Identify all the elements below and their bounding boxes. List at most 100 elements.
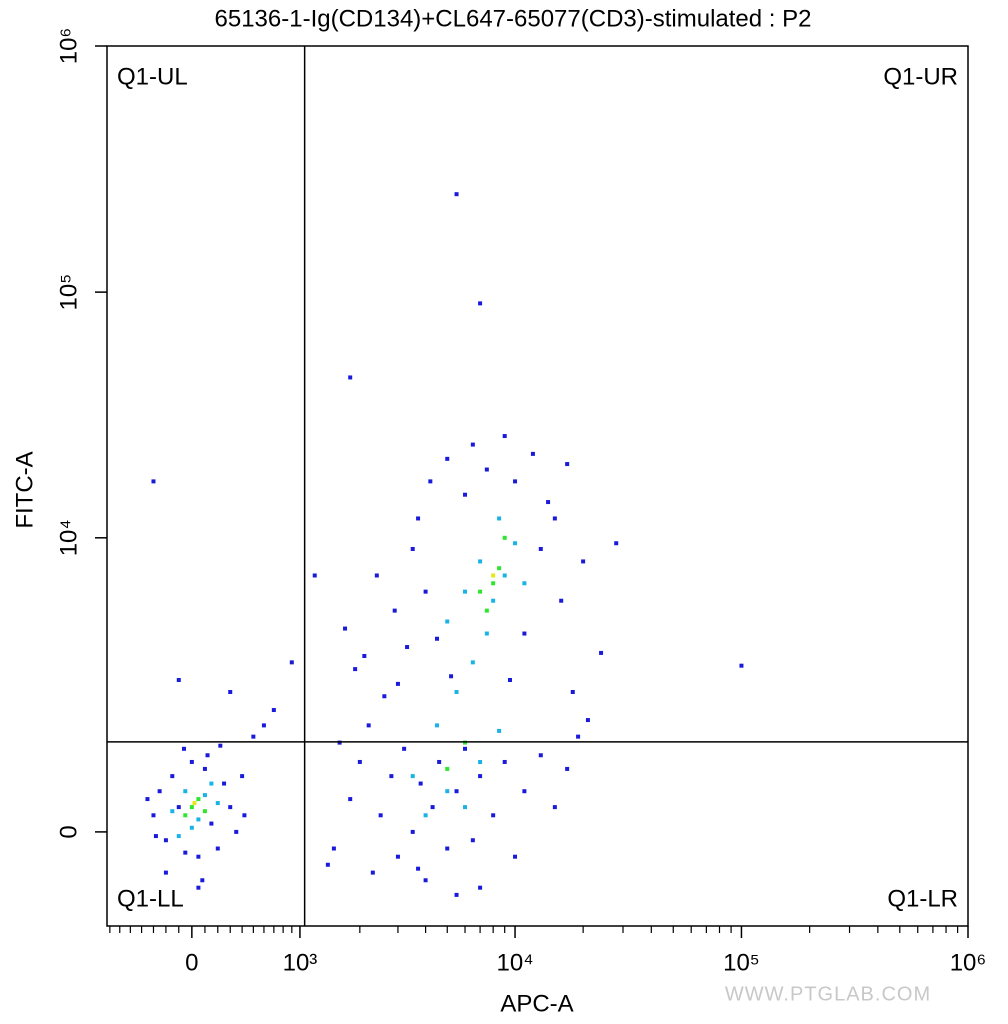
event-dot — [163, 838, 168, 843]
event-dot — [538, 546, 543, 551]
event-dot — [552, 516, 557, 521]
x-axis-label: APC-A — [500, 990, 573, 1017]
event-dot — [454, 192, 459, 197]
event-dot — [389, 774, 394, 779]
event-dot — [325, 862, 330, 867]
event-dot — [374, 573, 379, 578]
event-dot — [331, 846, 336, 851]
event-dot — [153, 834, 158, 839]
event-dot — [497, 728, 502, 733]
event-dot — [410, 829, 415, 834]
event-dot — [176, 805, 181, 810]
event-dot — [357, 759, 362, 764]
event-dot — [502, 759, 507, 764]
y-tick-label: 0 — [55, 825, 82, 838]
event-dot — [739, 663, 744, 668]
event-dot — [513, 854, 518, 859]
y-tick-label: 10⁶ — [55, 28, 82, 65]
event-dot — [261, 723, 266, 728]
event-dot — [491, 573, 496, 578]
event-dot — [196, 854, 201, 859]
event-dot — [565, 766, 570, 771]
event-dot — [196, 885, 201, 890]
event-dot — [209, 821, 214, 826]
event-dot — [445, 846, 450, 851]
event-dot — [513, 479, 518, 484]
event-dot — [530, 451, 535, 456]
event-dot — [614, 541, 619, 546]
plot-frame — [106, 45, 969, 927]
event-dot — [202, 809, 207, 814]
event-dot — [463, 589, 468, 594]
event-dot — [581, 559, 586, 564]
event-dot — [170, 774, 175, 779]
event-dot — [502, 535, 507, 540]
event-dot — [491, 581, 496, 586]
event-dot — [552, 805, 557, 810]
x-tick-label: 10⁴ — [497, 949, 534, 976]
event-dot — [445, 456, 450, 461]
event-dot — [445, 766, 450, 771]
event-dot — [497, 516, 502, 521]
event-dot — [202, 793, 207, 798]
event-dot — [395, 854, 400, 859]
y-axis-label: FITC-A — [11, 451, 38, 528]
event-dot — [484, 467, 489, 472]
event-dot — [445, 619, 450, 624]
event-dot — [454, 689, 459, 694]
event-dot — [240, 774, 245, 779]
event-dot — [585, 718, 590, 723]
event-dot — [559, 598, 564, 603]
event-dot — [222, 781, 227, 786]
event-dot — [343, 626, 348, 631]
event-dot — [362, 653, 367, 658]
event-dot — [189, 825, 194, 830]
event-dot — [200, 878, 205, 883]
event-dot — [151, 479, 156, 484]
event-dot — [497, 566, 502, 571]
event-dot — [423, 878, 428, 883]
event-dot — [502, 434, 507, 439]
quadrant-label: Q1-LR — [887, 885, 958, 912]
quadrant-label: Q1-UL — [117, 63, 188, 90]
event-dot — [176, 834, 181, 839]
event-dot — [565, 462, 570, 467]
event-dot — [484, 631, 489, 636]
event-dot — [183, 850, 188, 855]
event-dot — [382, 694, 387, 699]
event-dot — [242, 813, 247, 818]
event-dot — [205, 753, 210, 758]
event-dot — [151, 813, 156, 818]
quadrant-label: Q1-UR — [883, 63, 958, 90]
event-dot — [192, 801, 197, 806]
y-tick-label: 10⁴ — [55, 519, 82, 556]
event-dot — [157, 789, 162, 794]
event-dot — [181, 746, 186, 751]
event-dot — [402, 746, 407, 751]
event-dot — [416, 866, 421, 871]
event-dot — [196, 817, 201, 822]
event-dot — [454, 892, 459, 897]
event-dot — [405, 645, 410, 650]
event-dot — [478, 885, 483, 890]
event-dot — [189, 805, 194, 810]
event-dot — [538, 753, 543, 758]
event-dot — [410, 774, 415, 779]
event-dot — [395, 681, 400, 686]
event-dot — [437, 759, 442, 764]
x-tick-label: 10⁵ — [723, 949, 760, 976]
event-dot — [435, 723, 440, 728]
event-dot — [176, 678, 181, 683]
event-dot — [491, 598, 496, 603]
event-dot — [353, 667, 358, 672]
event-dot — [348, 797, 353, 802]
event-dot — [435, 636, 440, 641]
event-dot — [491, 813, 496, 818]
event-dot — [470, 660, 475, 665]
event-dot — [366, 723, 371, 728]
event-dot — [418, 781, 423, 786]
event-dot — [428, 479, 433, 484]
x-tick-label: 0 — [185, 949, 198, 976]
event-dot — [416, 516, 421, 521]
quadrant-label: Q1-LL — [117, 885, 184, 912]
